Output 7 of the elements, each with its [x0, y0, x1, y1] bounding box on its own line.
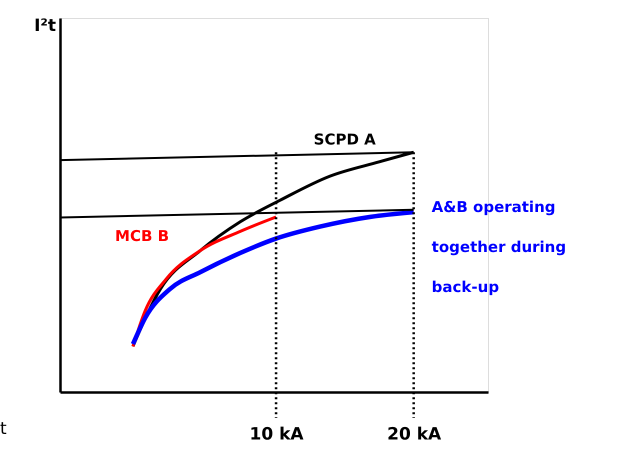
x-tick-label: 10 kA — [250, 424, 304, 444]
text: I²t — [34, 16, 56, 36]
series-label: SCPD A — [314, 130, 376, 148]
text: t — [0, 419, 7, 439]
series-label: MCB B — [115, 226, 170, 245]
text: A&B operating together during back-up — [432, 198, 566, 296]
x-tick-label: 20 kA — [387, 424, 442, 444]
